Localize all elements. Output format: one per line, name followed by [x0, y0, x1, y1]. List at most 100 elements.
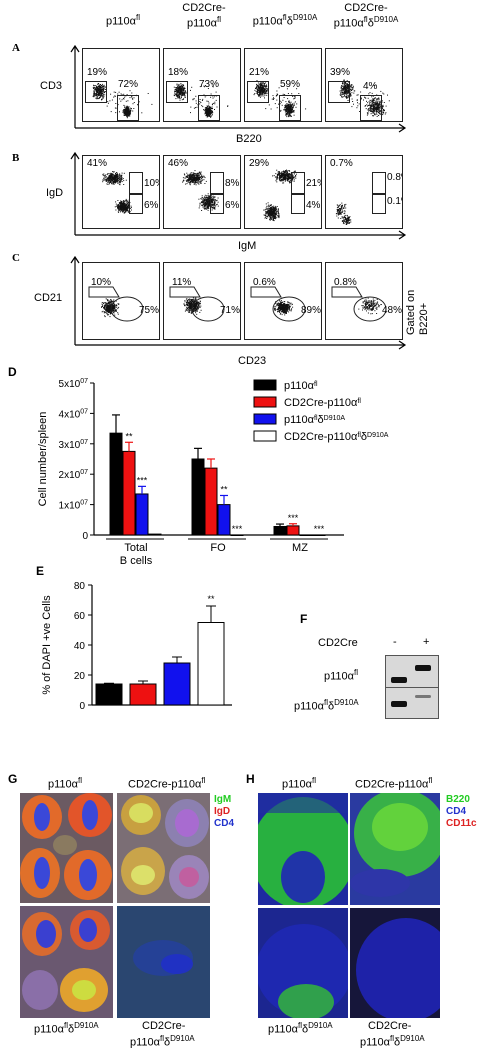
- gate: [88, 286, 120, 298]
- legend-label: CD2Cre-p110αflδD910A: [284, 431, 389, 443]
- gate-percentage: 0.8%: [387, 172, 402, 183]
- gel-band: [415, 665, 431, 671]
- panel-f-letter: F: [300, 612, 308, 626]
- category-label: B cells: [120, 555, 153, 567]
- gate: [272, 296, 306, 322]
- dot-plot: [263, 169, 297, 222]
- bar: [299, 534, 313, 536]
- gate-percentage: 11%: [172, 277, 192, 288]
- category-label: MZ: [292, 542, 308, 554]
- gate: [247, 81, 269, 103]
- gate: [372, 194, 386, 214]
- panel-d-bar-chart: 0 1x1007 2x1007 3x1007 4x1007 5x1007 Cell numb…: [37, 378, 389, 567]
- gate: [353, 296, 387, 322]
- gate: [291, 194, 305, 214]
- y-tick-label: 60: [74, 611, 86, 622]
- panel-c-letter: C: [12, 252, 20, 264]
- bar: [122, 450, 136, 536]
- gel-band: [391, 677, 407, 683]
- gate-percentage: 18%: [168, 67, 189, 78]
- gate-percentage: 6%: [225, 200, 240, 211]
- gate-percentage: 39%: [330, 67, 351, 78]
- panel-g-letter: G: [8, 772, 18, 786]
- y-tick-label: 20: [74, 671, 86, 682]
- flow-plot-igd-igm: 41% 10% 6%: [82, 155, 160, 229]
- h-stain-cd4: CD4: [446, 806, 467, 817]
- gel-band: [391, 701, 407, 707]
- gate-percentage: 21%: [306, 178, 321, 189]
- h-label-1: p110αfl: [282, 776, 317, 791]
- dot-plot: [182, 170, 219, 211]
- gate: [210, 194, 224, 214]
- column-header: p110αflδD910A: [252, 13, 318, 28]
- panel-f-row2: p110αflδD910A: [294, 698, 359, 713]
- bar: [148, 533, 162, 536]
- flow-plot-igd-igm: 46% 8% 6%: [163, 155, 241, 229]
- gate-percentage: 6%: [144, 200, 159, 211]
- dot-plot: [88, 286, 144, 322]
- h-label-4b: p110αflδD910A: [360, 1034, 425, 1049]
- gel-band: [415, 695, 431, 698]
- dot-plot: [173, 83, 229, 118]
- bar: [273, 525, 287, 536]
- significance-label: **: [207, 594, 215, 604]
- g-stain-igm: IgM: [214, 794, 232, 805]
- gate-percentage: 71%: [220, 305, 241, 316]
- gel-image: [385, 655, 439, 719]
- gate-percentage: 89%: [301, 305, 322, 316]
- bar: [129, 683, 157, 706]
- gate-percentage: 48%: [382, 305, 403, 316]
- gate-percentage: 10%: [144, 178, 159, 189]
- gate-percentage: 75%: [139, 305, 160, 316]
- panel-a-ylabel: CD3: [40, 80, 63, 92]
- dot-plot: [331, 286, 387, 322]
- gate: [250, 286, 282, 298]
- g-label-3: p110αflδD910A: [34, 1021, 99, 1036]
- bar: [286, 525, 300, 536]
- gate: [85, 81, 107, 103]
- legend-swatch: [253, 396, 277, 408]
- dot-plot: [92, 83, 153, 119]
- micrograph-h-3: [258, 908, 348, 1018]
- panel-f-col-label: CD2Cre: [318, 637, 358, 649]
- g-label-2: CD2Cre-p110αfl: [128, 776, 206, 791]
- bar: [135, 493, 149, 536]
- flow-plot-cd3-b220: 21% 59%: [244, 48, 322, 122]
- micrograph-h-2: [350, 793, 440, 905]
- gate: [210, 172, 224, 194]
- panel-b-letter: B: [12, 152, 20, 164]
- axis-arrows: [70, 255, 407, 350]
- y-tick-label: 0: [82, 531, 88, 542]
- significance-label: ***: [314, 524, 325, 534]
- panel-f-minus: -: [393, 636, 397, 648]
- bar: [95, 683, 123, 706]
- axis-arrows: [70, 151, 407, 240]
- dot-plot: [169, 286, 225, 322]
- flow-plot-cd21-cd23: 0.8% 48%: [325, 262, 403, 340]
- gate: [291, 172, 305, 194]
- flow-plot-cd3-b220: 19% 72%: [82, 48, 160, 122]
- dot-plot: [250, 286, 306, 322]
- dot-plot: [335, 202, 352, 225]
- bar: [163, 662, 191, 706]
- flow-plot-cd21-cd23: 11% 71%: [163, 262, 241, 340]
- legend-label: CD2Cre-p110αfl: [284, 397, 361, 409]
- axis-arrows: [70, 44, 407, 133]
- y-tick-label: 2x1007: [59, 469, 89, 481]
- gate-percentage: 10%: [91, 277, 112, 288]
- flow-plot-cd3-b220: 39% 4%: [325, 48, 403, 122]
- panel-h-letter: H: [246, 772, 255, 786]
- significance-label: ***: [232, 524, 243, 534]
- panel-c-ylabel: CD21: [34, 292, 63, 304]
- legend-label: p110αflδD910A: [284, 414, 345, 426]
- category-label: Total: [124, 542, 147, 554]
- gate-percentage: 29%: [249, 158, 270, 169]
- micrograph-h-4: [350, 908, 440, 1018]
- flow-plot-cd3-b220: 18% 73%: [163, 48, 241, 122]
- bar: [109, 432, 123, 536]
- h-stain-b220: B220: [446, 794, 470, 805]
- gate: [117, 95, 139, 121]
- gate: [110, 296, 144, 322]
- panel-a-letter: A: [12, 42, 20, 54]
- legend-swatch: [253, 430, 277, 442]
